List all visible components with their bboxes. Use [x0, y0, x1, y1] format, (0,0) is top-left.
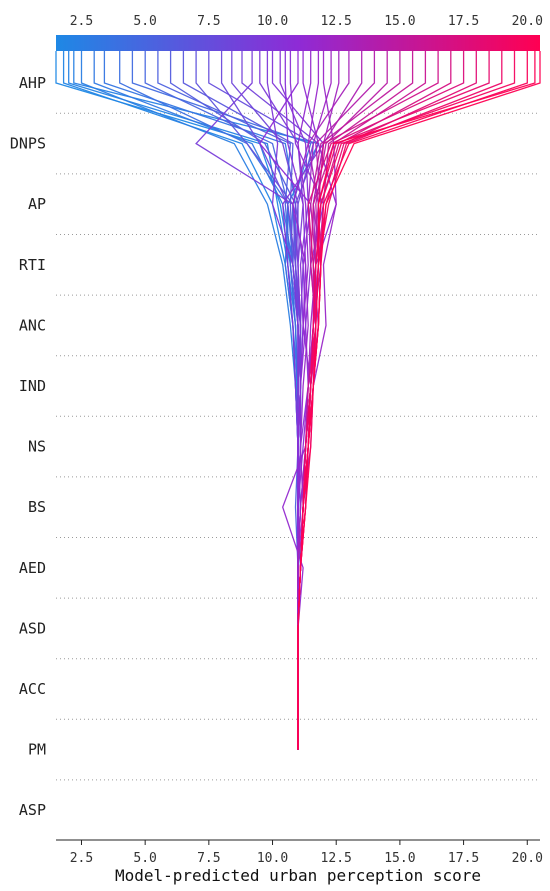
top-tick-label: 12.5 — [321, 14, 352, 29]
x-tick-label: 7.5 — [197, 851, 220, 866]
feature-label: AP — [28, 195, 46, 213]
decision-line — [195, 51, 299, 750]
feature-label: BS — [28, 498, 46, 516]
bottom-axis-ticks: 2.5 5.0 7.5 10.0 12.5 15.0 17.5 20.0 — [70, 840, 543, 866]
decision-line — [157, 51, 302, 750]
decision-line — [220, 51, 302, 750]
feature-label: ASD — [19, 619, 46, 637]
x-tick-label: 5.0 — [133, 851, 156, 866]
decision-line — [297, 51, 541, 750]
feature-label: ASP — [19, 801, 46, 819]
decision-line — [297, 51, 477, 750]
feature-label: ACC — [19, 680, 46, 698]
feature-label: PM — [28, 741, 46, 759]
top-tick-label: 2.5 — [70, 14, 93, 29]
top-tick-label: 5.0 — [133, 14, 156, 29]
decision-line — [297, 51, 503, 750]
top-tick-label: 10.0 — [257, 14, 288, 29]
colorbar — [56, 35, 540, 51]
decision-line — [297, 51, 536, 750]
feature-label: RTI — [19, 256, 46, 274]
decision-line — [55, 51, 299, 750]
top-axis-ticks: 2.5 5.0 7.5 10.0 12.5 15.0 17.5 20.0 — [70, 14, 543, 29]
decision-line — [231, 51, 302, 750]
feature-label: DNPS — [10, 135, 46, 153]
decision-line — [266, 51, 299, 750]
x-tick-label: 17.5 — [448, 851, 479, 866]
feature-label: NS — [28, 438, 46, 456]
top-tick-label: 15.0 — [384, 14, 415, 29]
feature-labels: AHP DNPS AP RTI ANC IND NS BS AED ASD ACC PM ASP — [10, 74, 46, 819]
feature-label: ANC — [19, 316, 46, 334]
decision-line — [279, 51, 309, 750]
feature-label: AHP — [19, 74, 46, 92]
feature-label: AED — [19, 559, 46, 577]
top-tick-label: 7.5 — [197, 14, 220, 29]
decision-line — [73, 51, 320, 750]
grid-lines — [56, 112, 540, 781]
decision-line — [144, 51, 299, 750]
decision-line — [169, 51, 302, 750]
decision-line — [131, 51, 312, 750]
x-tick-label: 2.5 — [70, 851, 93, 866]
x-tick-label: 10.0 — [257, 851, 288, 866]
decision-line — [62, 51, 299, 750]
feature-label: IND — [19, 377, 46, 395]
x-axis-title: Model-predicted urban perception score — [115, 866, 481, 885]
top-tick-label: 17.5 — [448, 14, 479, 29]
x-tick-label: 20.0 — [512, 851, 543, 866]
x-tick-label: 15.0 — [384, 851, 415, 866]
x-tick-label: 12.5 — [321, 851, 352, 866]
decision-lines — [55, 51, 541, 750]
top-tick-label: 20.0 — [512, 14, 543, 29]
